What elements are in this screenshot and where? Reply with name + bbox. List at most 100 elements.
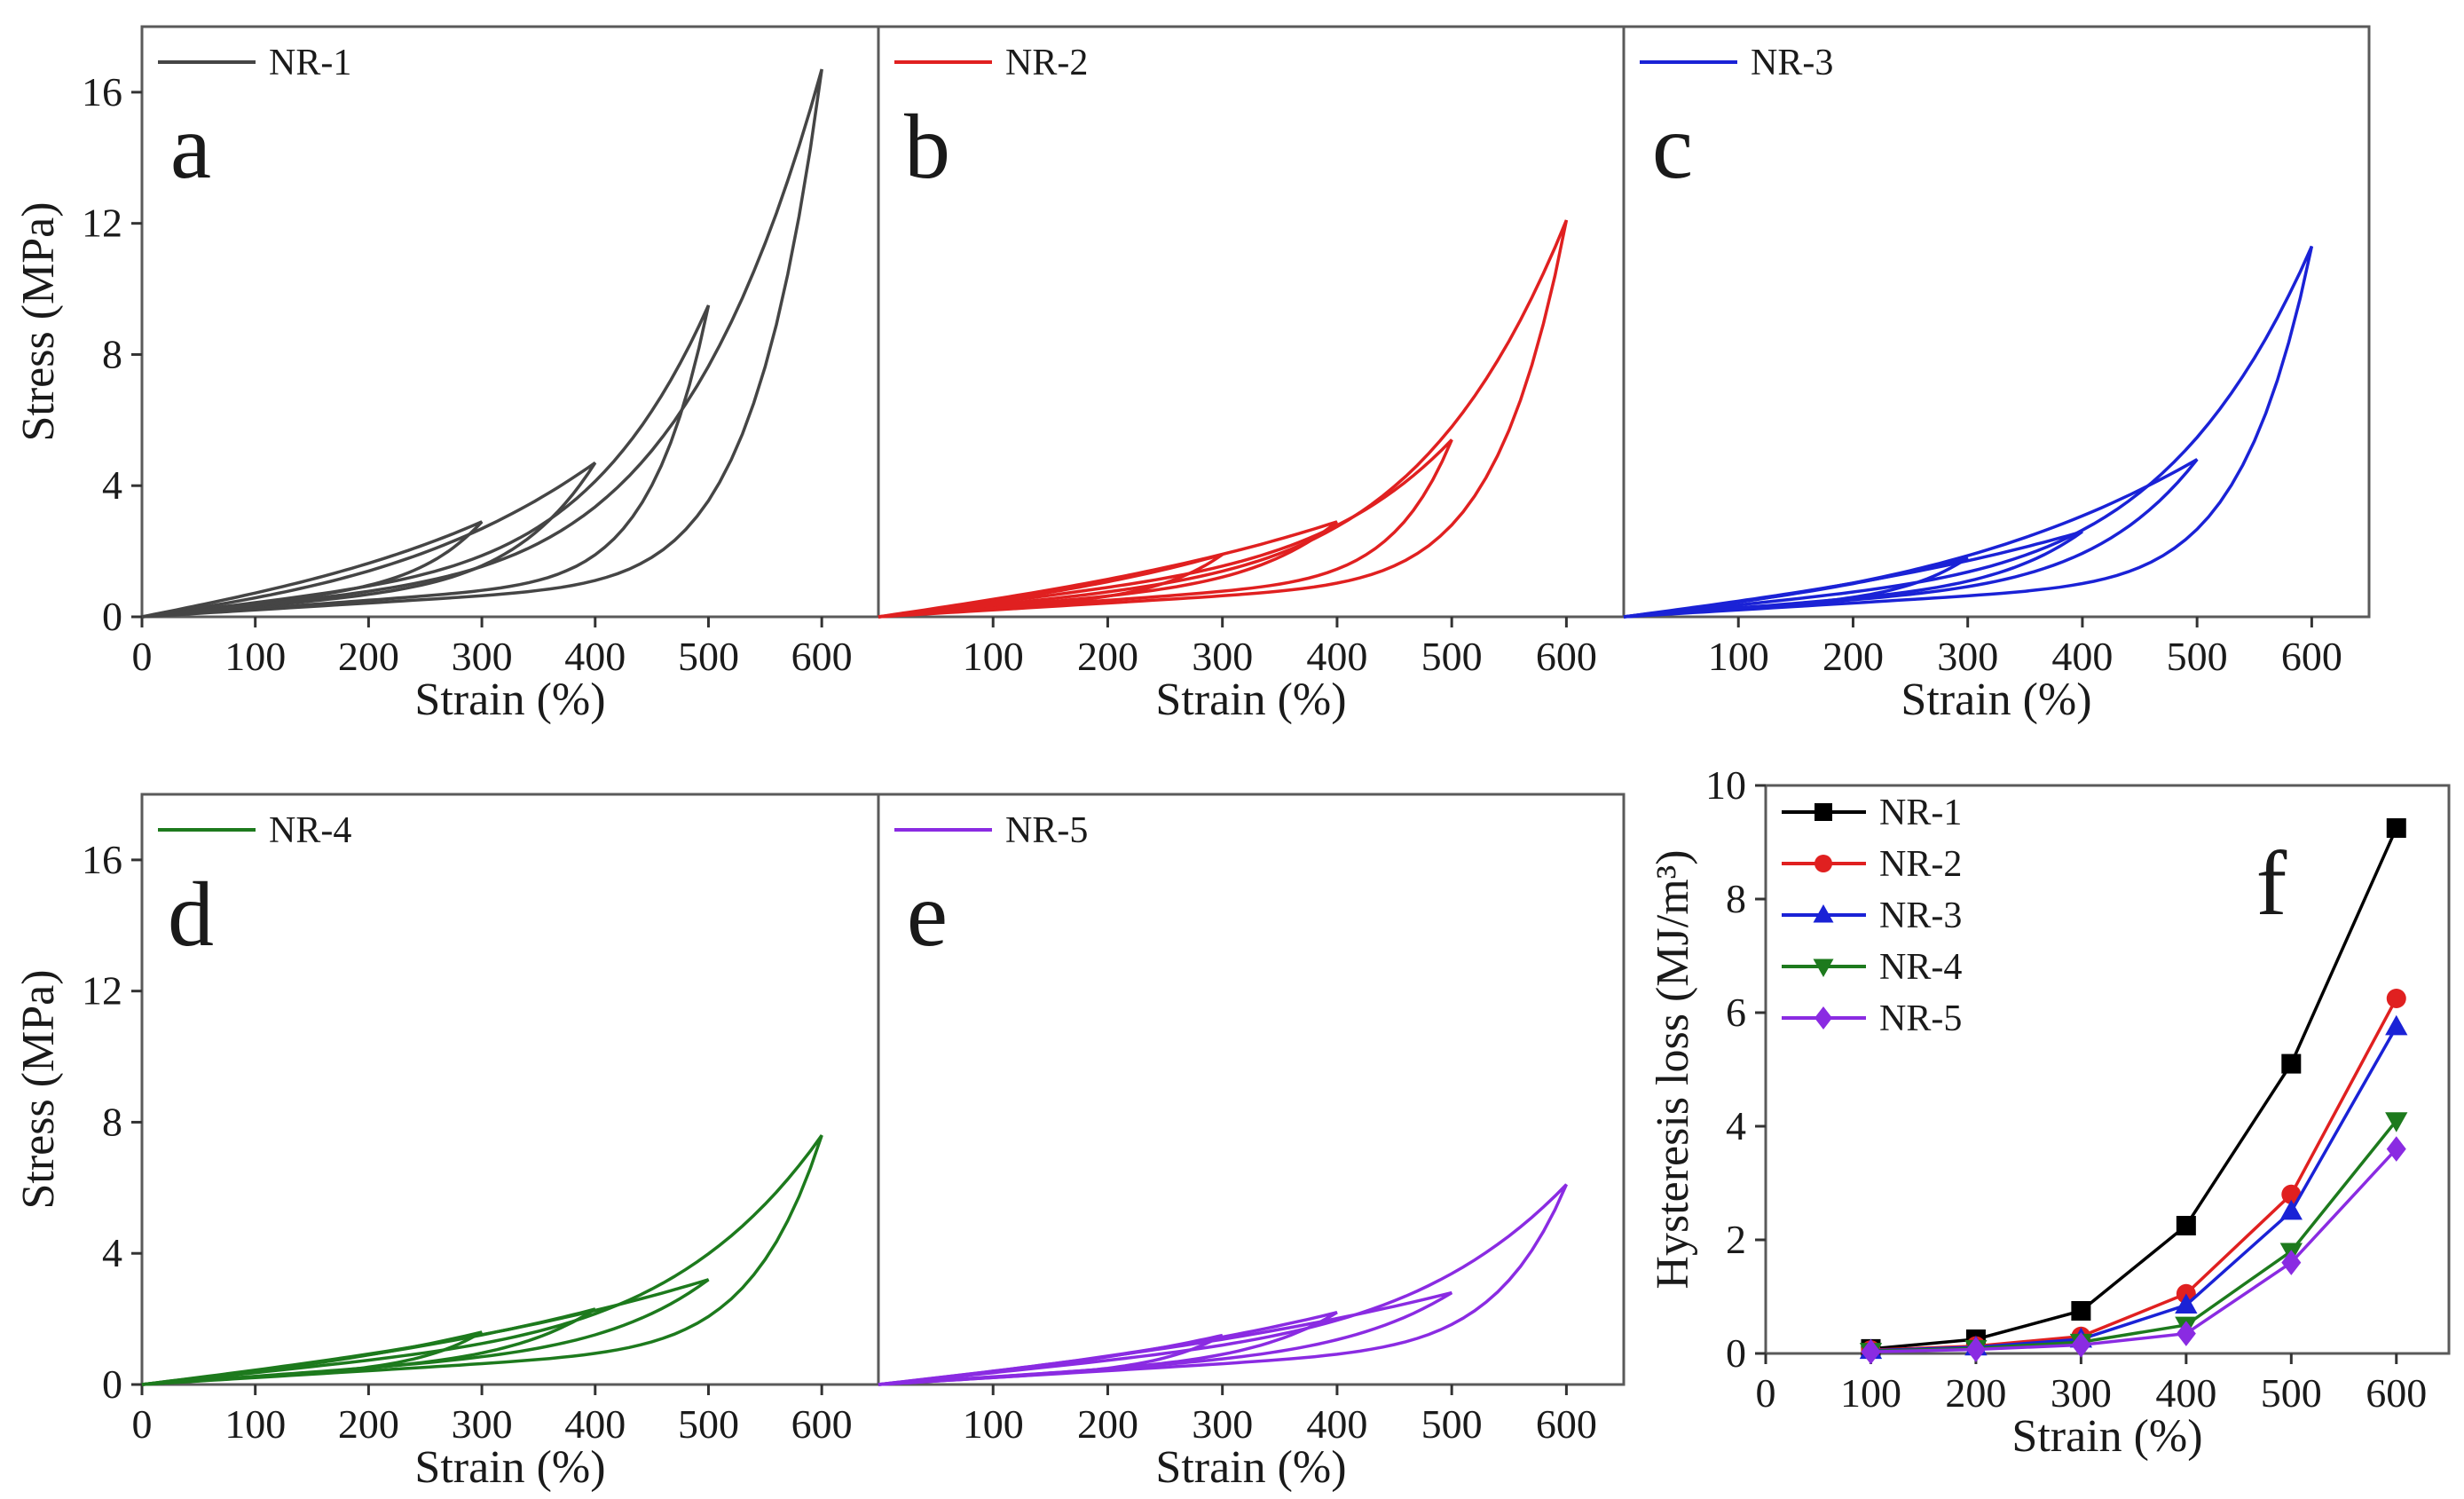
panel-letter: e [907,864,948,966]
x-tick-label: 600 [791,1401,853,1447]
legend-marker [1813,904,1834,923]
x-tick-label: 100 [963,634,1024,679]
x-axis-label: Strain (%) [1155,1442,1346,1493]
panel-letter: d [168,864,214,966]
data-point-NR-4 [2385,1112,2408,1132]
x-tick-label: 400 [2051,634,2113,679]
hysteresis-loop-500 [141,1278,710,1386]
x-tick-label: 200 [1077,1401,1138,1447]
x-tick-label: 400 [1306,1401,1367,1447]
y-tick-label: 0 [102,594,122,639]
panel-e: 100 200 300 400 500 600 Strain (%) e NR-5 [877,793,1626,1493]
data-point-NR-1 [2176,1216,2196,1235]
x-axis-label: Strain (%) [1901,675,2091,725]
y-tick-label: 4 [102,462,122,508]
x-tick-label: 0 [1756,1370,1776,1416]
hysteresis-loop-400 [141,461,597,619]
data-point-NR-2 [2281,1184,2302,1204]
x-tick-label: 300 [1192,634,1253,679]
series-line-NR-2 [1870,998,2398,1352]
x-tick-label: 500 [1421,1401,1483,1447]
x-axis-label: Strain (%) [2011,1411,2202,1462]
y-axis-label: Stress (MPa) [13,201,64,441]
plot-frame [877,793,1626,1386]
y-tick-label: 12 [82,201,122,246]
legend-marker [1815,1006,1832,1030]
data-point-NR-5 [2281,1250,2302,1275]
data-point-NR-1 [2281,1053,2302,1074]
x-tick-label: 200 [1945,1370,2006,1416]
data-point-NR-1 [2071,1301,2091,1321]
y-tick-label: 0 [102,1361,122,1407]
legend-label: NR-4 [1879,947,1962,988]
plot-frame [140,793,880,1386]
hysteresis-loop-600 [878,1183,1568,1386]
y-axis-label: Hysteresis loss (MJ/m³) [1648,849,1698,1289]
plot-frame [877,25,1626,619]
legend-label: NR-3 [1751,43,1833,83]
x-tick-label: 600 [791,634,853,679]
x-tick-label: 100 [1708,634,1769,679]
legend-label: NR-4 [269,810,351,851]
panel-b: 100 200 300 400 500 600 Strain (%) b NR-2 [877,25,1626,725]
x-tick-label: 200 [338,634,399,679]
data-point-NR-1 [2386,818,2406,838]
x-tick-label: 500 [678,1401,739,1447]
x-tick-label: 400 [564,1401,626,1447]
legend-label: NR-2 [1005,43,1088,83]
y-tick-label: 8 [102,1099,122,1144]
x-tick-label: 0 [132,634,153,679]
panel-d: 0 100 200 300 400 500 600 0 4 8 12 16 Strain (%) Stre… [13,793,880,1493]
x-axis-label: Strain (%) [414,1442,605,1493]
x-tick-label: 600 [2281,634,2342,679]
hysteresis-loop-600 [141,68,823,619]
hysteresis-loop-500 [1623,458,2199,619]
data-point-NR-3 [2279,1199,2303,1220]
y-tick-label: 0 [1726,1330,1746,1376]
x-tick-label: 400 [1306,634,1367,679]
hysteresis-loop-500 [878,438,1453,619]
y-tick-label: 2 [1726,1217,1746,1262]
legend-label: NR-1 [269,43,351,83]
data-point-NR-2 [2386,989,2406,1008]
legend-marker [1815,803,1832,821]
y-axis-label: Stress (MPa) [13,969,64,1209]
data-point-NR-5 [2176,1321,2196,1346]
x-tick-label: 100 [224,634,286,679]
series-line-NR-5 [1870,1148,2398,1353]
y-tick-label: 8 [1726,876,1746,921]
y-tick-label: 10 [1705,762,1746,808]
x-tick-label: 300 [1192,1401,1253,1447]
x-tick-label: 300 [452,1401,513,1447]
series-line-NR-1 [1870,827,2398,1351]
data-point-NR-5 [1861,1338,1881,1365]
legend-label: NR-5 [1879,998,1962,1039]
legend-label: NR-3 [1879,895,1962,936]
x-tick-label: 100 [963,1401,1024,1447]
panel-letter: f [2256,832,2287,935]
y-tick-label: 4 [1726,1103,1746,1148]
hysteresis-loop-600 [141,1134,823,1386]
y-tick-label: 16 [82,837,122,882]
hysteresis-loop-400 [141,1307,596,1386]
x-tick-label: 600 [1536,634,1597,679]
panel-a: 0 100 200 300 400 500 600 0 4 8 12 16 Strain (%) Stre… [13,25,880,725]
data-point-NR-5 [1965,1337,1986,1362]
hysteresis-loop-600 [878,219,1569,619]
x-tick-label: 200 [1822,634,1884,679]
x-tick-label: 500 [1421,634,1483,679]
hysteresis-loop-500 [878,1290,1453,1386]
x-tick-label: 500 [2167,634,2228,679]
hysteresis-loop-600 [1623,245,2314,619]
y-tick-label: 6 [1726,990,1746,1035]
x-tick-label: 200 [1077,634,1138,679]
plot-frame [1764,784,2451,1355]
hysteresis-loop-500 [141,304,711,619]
y-tick-label: 16 [82,69,122,114]
x-axis-label: Strain (%) [1155,675,1346,725]
legend-label: NR-5 [1005,810,1088,851]
y-tick-label: 12 [82,968,122,1014]
data-point-NR-3 [2385,1014,2408,1036]
x-tick-label: 100 [224,1401,286,1447]
